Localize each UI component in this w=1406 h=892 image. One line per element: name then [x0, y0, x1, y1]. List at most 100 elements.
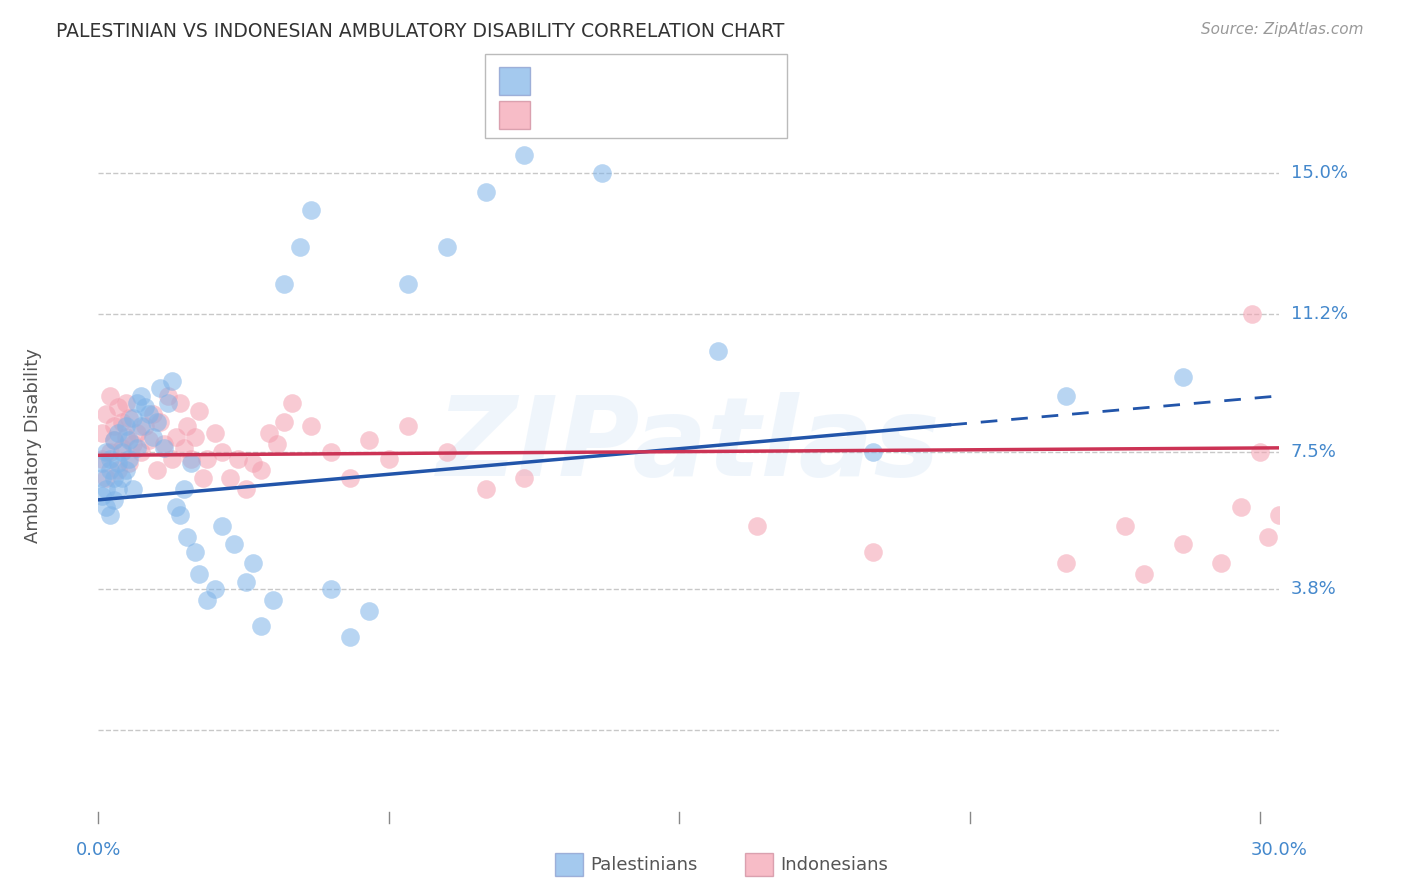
Point [114, 396, 136, 410]
Point [339, 470, 361, 484]
Text: 7.5%: 7.5% [1291, 442, 1337, 460]
Point [195, 593, 218, 607]
Point [204, 425, 226, 440]
Point [149, 381, 172, 395]
Point [142, 430, 165, 444]
Point [1241, 307, 1264, 321]
Point [149, 415, 172, 429]
Point [1171, 537, 1194, 551]
Point [319, 582, 342, 596]
Point [745, 518, 768, 533]
Point [250, 619, 273, 633]
Point [127, 425, 149, 440]
Point [91, 425, 114, 440]
Point [98, 452, 121, 467]
Point [195, 452, 218, 467]
Point [111, 470, 134, 484]
Point [191, 470, 214, 484]
Point [91, 489, 114, 503]
Point [153, 441, 176, 455]
Point [107, 463, 129, 477]
Point [98, 444, 121, 458]
Text: R = 0.184: R = 0.184 [541, 72, 640, 90]
Point [107, 456, 129, 470]
Point [235, 482, 257, 496]
Point [513, 147, 536, 161]
Point [359, 434, 381, 448]
Point [122, 437, 145, 451]
Point [173, 482, 195, 496]
Point [1229, 500, 1251, 515]
Point [169, 396, 191, 410]
Point [242, 456, 264, 470]
Text: Indonesians: Indonesians [780, 856, 889, 874]
Point [1056, 556, 1078, 570]
Point [1249, 444, 1271, 458]
Point [211, 518, 233, 533]
Point [176, 530, 198, 544]
Point [165, 430, 187, 444]
Point [91, 452, 114, 467]
Point [474, 482, 496, 496]
Point [118, 452, 141, 467]
Point [129, 444, 152, 458]
Point [96, 444, 118, 458]
Point [235, 574, 257, 589]
Text: Source: ZipAtlas.com: Source: ZipAtlas.com [1201, 22, 1364, 37]
Point [145, 463, 167, 477]
Point [266, 437, 288, 451]
Point [96, 408, 118, 422]
Point [204, 582, 226, 596]
Point [127, 396, 149, 410]
Point [180, 456, 202, 470]
Point [288, 240, 311, 254]
Point [118, 434, 141, 448]
Point [1268, 508, 1291, 522]
Point [262, 593, 284, 607]
Point [122, 482, 145, 496]
Point [138, 408, 160, 422]
Point [707, 344, 730, 359]
Point [103, 434, 125, 448]
Point [242, 556, 264, 570]
Point [91, 470, 114, 484]
Text: 0.0%: 0.0% [76, 841, 121, 859]
Point [157, 389, 180, 403]
Point [339, 630, 361, 644]
Text: 30.0%: 30.0% [1251, 841, 1308, 859]
Text: ZIPatlas: ZIPatlas [437, 392, 941, 500]
Point [122, 411, 145, 425]
Point [127, 441, 149, 455]
Point [299, 418, 322, 433]
Point [359, 604, 381, 618]
Point [103, 418, 125, 433]
Text: 11.2%: 11.2% [1291, 305, 1348, 323]
Point [173, 441, 195, 455]
Point [188, 567, 211, 582]
Text: N = 68: N = 68 [657, 106, 724, 124]
Point [219, 470, 242, 484]
Point [107, 425, 129, 440]
Point [96, 482, 118, 496]
Point [134, 400, 156, 414]
Point [96, 500, 118, 515]
Point [98, 389, 121, 403]
Point [1133, 567, 1156, 582]
Point [211, 444, 233, 458]
Text: PALESTINIAN VS INDONESIAN AMBULATORY DISABILITY CORRELATION CHART: PALESTINIAN VS INDONESIAN AMBULATORY DIS… [56, 22, 785, 41]
Text: N = 65: N = 65 [657, 72, 724, 90]
Text: Ambulatory Disability: Ambulatory Disability [24, 349, 42, 543]
Text: 15.0%: 15.0% [1291, 164, 1347, 182]
Point [160, 452, 183, 467]
Point [436, 444, 458, 458]
Point [114, 418, 136, 433]
Point [273, 415, 295, 429]
Point [591, 166, 613, 180]
Point [114, 463, 136, 477]
Point [319, 444, 342, 458]
Point [281, 396, 304, 410]
Point [250, 463, 273, 477]
Point [1056, 389, 1078, 403]
Point [436, 240, 458, 254]
Point [1257, 530, 1279, 544]
